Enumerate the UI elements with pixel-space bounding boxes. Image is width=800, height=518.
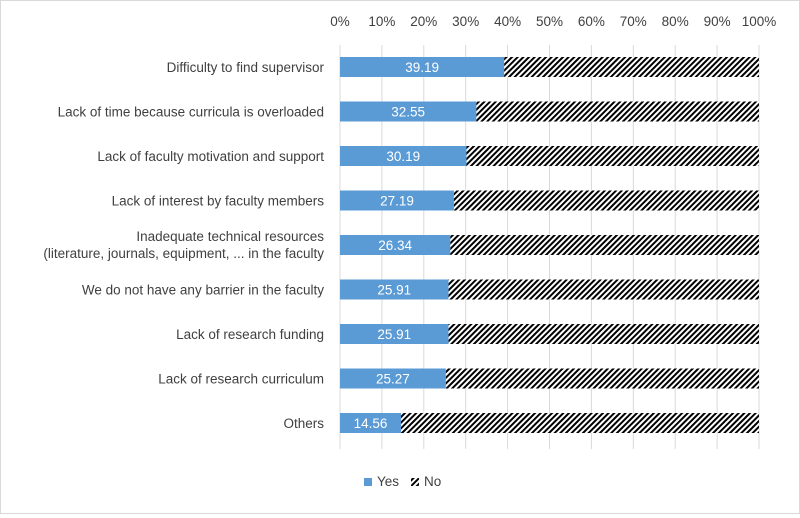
x-tick-label: 90% — [704, 14, 731, 29]
bar-no — [450, 235, 759, 255]
data-label: 25.91 — [377, 327, 411, 342]
category-label: Lack of research funding — [176, 327, 324, 342]
data-label: 25.27 — [376, 372, 410, 387]
data-label: 32.55 — [391, 105, 425, 120]
category-label: Difficulty to find supervisor — [167, 60, 325, 75]
x-tick-label: 80% — [662, 14, 689, 29]
legend: Yes No — [364, 474, 441, 489]
bar-no — [476, 102, 759, 122]
category-label: Others — [283, 416, 324, 431]
x-tick-label: 50% — [536, 14, 563, 29]
x-tick-label: 40% — [494, 14, 521, 29]
category-label: Lack of interest by faculty members — [112, 194, 325, 209]
data-label: 27.19 — [380, 194, 414, 209]
category-label: Lack of time because curricula is overlo… — [58, 105, 324, 120]
x-tick-label: 20% — [410, 14, 437, 29]
legend-label-yes: Yes — [377, 474, 399, 489]
data-label: 39.19 — [405, 60, 439, 75]
category-label: Inadequate technical resources (literatur… — [43, 229, 324, 261]
legend-swatch-yes — [364, 478, 372, 486]
data-label: 30.19 — [386, 149, 420, 164]
data-label: 14.56 — [354, 416, 388, 431]
bar-chart: 0% 10% 20% 30% 40% 50% 60% 70% 80% 90% 100% Diffic… — [1, 1, 799, 513]
bar-no — [449, 324, 759, 344]
category-labels: Difficulty to find supervisor Lack of tim… — [43, 60, 324, 431]
x-tick-label: 60% — [578, 14, 605, 29]
legend-label-no: No — [424, 474, 441, 489]
bar-no — [446, 369, 759, 389]
category-label: We do not have any barrier in the facult… — [82, 283, 324, 298]
bar-no — [504, 57, 759, 77]
bar-no — [466, 146, 759, 166]
data-label: 26.34 — [378, 238, 412, 253]
legend-swatch-no — [411, 478, 419, 486]
bar-no — [449, 280, 759, 300]
x-axis-ticks: 0% 10% 20% 30% 40% 50% 60% 70% 80% 90% 100% — [330, 14, 776, 29]
bar-no — [454, 191, 759, 211]
category-label: Lack of faculty motivation and support — [97, 149, 324, 164]
x-tick-label: 70% — [620, 14, 647, 29]
x-tick-label: 30% — [452, 14, 479, 29]
x-tick-label: 0% — [330, 14, 350, 29]
data-label: 25.91 — [377, 283, 411, 298]
x-tick-label: 10% — [368, 14, 395, 29]
bar-no — [401, 413, 759, 433]
category-label: Lack of research curriculum — [158, 372, 324, 387]
x-tick-label: 100% — [742, 14, 777, 29]
chart-frame: 0% 10% 20% 30% 40% 50% 60% 70% 80% 90% 100% Diffic… — [0, 0, 800, 514]
